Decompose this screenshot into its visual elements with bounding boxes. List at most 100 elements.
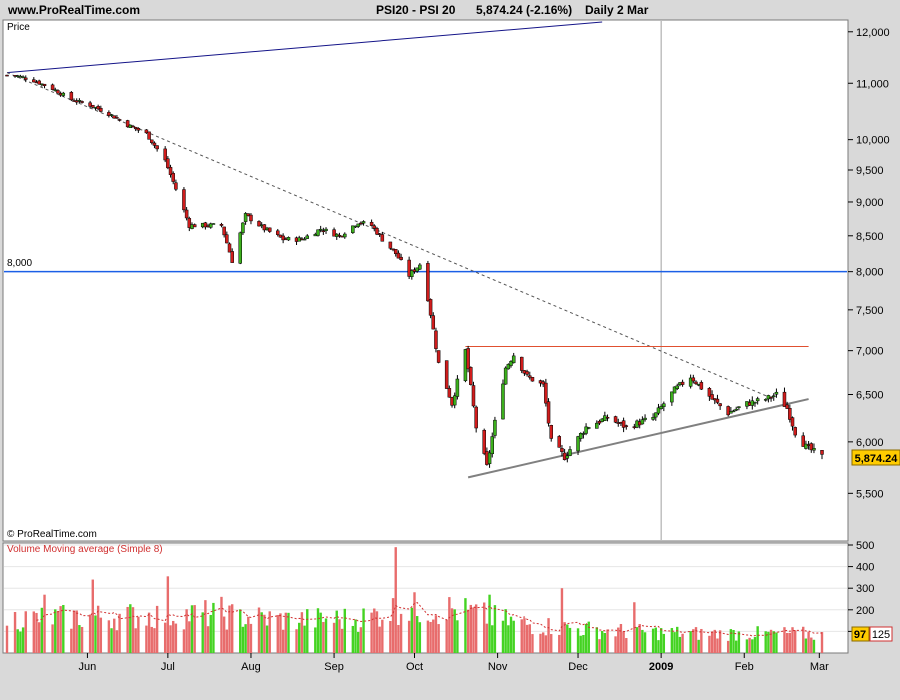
candle-body: [471, 385, 476, 407]
volume-tick-label: 400: [856, 562, 874, 574]
volume-bar: [550, 634, 553, 653]
candle-body: [428, 299, 433, 316]
candle-body: [544, 382, 548, 404]
candle-body: [511, 355, 516, 364]
volume-bar: [19, 631, 22, 653]
x-tick-label: Mar: [810, 661, 829, 673]
candle-body: [804, 443, 808, 449]
candles: [5, 74, 824, 468]
volume-bar: [37, 622, 41, 653]
volume-bar: [785, 632, 789, 653]
x-axis: Jun Jul Aug Sep Oct Nov Dec 2009 Feb Mar: [79, 653, 829, 673]
candle-body: [718, 403, 722, 407]
volume-bar: [692, 629, 695, 653]
candle-body: [578, 433, 583, 439]
candle-body: [257, 221, 261, 227]
volume-bar: [230, 604, 234, 653]
volume-bar: [113, 618, 116, 653]
candle-body: [99, 107, 103, 112]
volume-bar: [257, 607, 261, 653]
candle-body: [490, 436, 494, 455]
volume-bar: [357, 631, 360, 653]
volume-bar: [78, 625, 81, 653]
volume-bar: [769, 629, 773, 653]
x-tick-label: Sep: [324, 661, 344, 673]
volume-bars: [5, 547, 824, 653]
volume-bar: [523, 618, 526, 653]
candle-body: [691, 377, 696, 382]
volume-bar: [598, 639, 601, 653]
price-tick-label: 9,500: [856, 165, 884, 177]
volume-bar: [96, 605, 100, 653]
candle-body: [672, 386, 677, 394]
candle-body: [61, 92, 66, 96]
candle-body: [32, 79, 36, 83]
candle-body: [447, 388, 452, 398]
volume-bar: [155, 605, 159, 653]
candle-body: [396, 252, 401, 259]
volume-bar: [466, 609, 470, 653]
volume-bar: [751, 639, 754, 653]
candle-body: [69, 92, 74, 101]
candle-body: [230, 251, 234, 263]
candle-body: [211, 223, 216, 225]
volume-bar: [726, 640, 730, 653]
volume-bar: [13, 612, 17, 653]
volume-bar: [603, 632, 607, 653]
volume-badge: [851, 626, 870, 642]
candle-body: [286, 237, 291, 241]
price-tick-label: 12,000: [856, 27, 890, 39]
price-axis: 12,000 11,000 10,000 9,500 9,000 8,500 8,000 7,…: [848, 27, 890, 500]
instrument-name: PSI20 - PSI 20: [376, 3, 456, 17]
candle-body: [790, 417, 795, 427]
volume-bar: [560, 588, 564, 653]
candle-body: [670, 391, 674, 403]
volume-bar: [448, 597, 451, 653]
candle-body: [434, 330, 438, 349]
volume-bar: [445, 619, 448, 653]
candle-body: [595, 422, 599, 429]
candle-body: [769, 397, 773, 399]
volume-bar: [115, 630, 119, 653]
volume-bar: [24, 611, 27, 653]
volume-bar: [75, 610, 78, 653]
uptrend-line: [467, 398, 809, 479]
volume-bar: [807, 631, 810, 653]
volume-bar: [287, 612, 290, 653]
candle-body: [812, 448, 816, 451]
candle-body: [771, 395, 776, 398]
candle-body: [337, 234, 342, 237]
volume-bar: [504, 609, 507, 653]
volume-bar: [716, 638, 719, 653]
volume-bar: [354, 619, 357, 653]
candle-body: [80, 101, 84, 103]
volume-bar: [450, 608, 454, 653]
volume-bar: [541, 632, 545, 653]
price-tick-label: 7,500: [856, 305, 884, 317]
candle-body: [643, 417, 647, 420]
volume-bar: [528, 624, 531, 653]
candle-body: [50, 84, 55, 90]
candle-body: [519, 356, 524, 371]
candle-body: [506, 364, 511, 370]
volume-bar: [788, 632, 792, 653]
candle-body: [436, 350, 441, 363]
candle-body: [503, 367, 508, 385]
candle-body: [407, 259, 411, 277]
volume-bar: [558, 634, 561, 653]
volume-bar: [595, 627, 599, 653]
volume-bar: [507, 625, 510, 653]
volume-bar: [362, 608, 365, 653]
candle-body: [546, 401, 551, 424]
candle-body: [359, 222, 363, 225]
volume-bar: [222, 616, 226, 653]
volume-bar: [40, 607, 44, 653]
x-tick-label: Jul: [161, 661, 175, 673]
candle-body: [605, 416, 610, 419]
candle-body: [5, 74, 9, 77]
volume-bar: [512, 620, 515, 653]
candle-body: [155, 145, 159, 150]
candle-body: [793, 427, 797, 436]
volume-bar: [70, 628, 73, 653]
volume-bar: [469, 604, 472, 653]
